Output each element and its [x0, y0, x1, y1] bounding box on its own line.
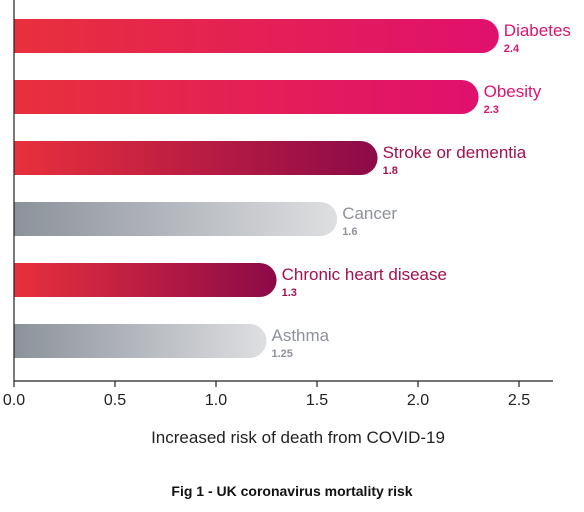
- x-axis-label: Increased risk of death from COVID-19: [151, 428, 445, 447]
- x-tick-label: 1.5: [306, 392, 328, 409]
- bar-value-obesity: 2.3: [484, 104, 499, 116]
- bar-diabetes: [14, 19, 499, 53]
- bar-label-stroke-or-dementia: Stroke or dementia: [383, 143, 527, 162]
- bar-cancer: [14, 202, 338, 236]
- bars-layer: Diabetes 2.4 Obesity 2.3 Stroke or dementia 1…: [14, 19, 571, 360]
- x-tick-label: 0.5: [104, 392, 126, 409]
- x-tick-label: 0.0: [3, 392, 25, 409]
- bar-chronic-heart-disease: [14, 263, 277, 297]
- x-tick-label: 2.5: [508, 392, 530, 409]
- bar-value-asthma: 1.25: [272, 348, 293, 360]
- bar-value-stroke-or-dementia: 1.8: [383, 165, 398, 177]
- bar-value-diabetes: 2.4: [504, 43, 520, 55]
- bar-label-chronic-heart-disease: Chronic heart disease: [282, 265, 447, 284]
- bar-asthma: [14, 324, 267, 358]
- x-tick-label: 2.0: [407, 392, 429, 409]
- x-axis: 0.0 0.5 1.0 1.5 2.0 2.5: [3, 0, 553, 409]
- bar-stroke-or-dementia: [14, 141, 378, 175]
- bar-label-asthma: Asthma: [272, 326, 330, 345]
- bar-label-diabetes: Diabetes: [504, 21, 571, 40]
- bar-label-cancer: Cancer: [342, 204, 397, 223]
- bar-chart: Diabetes 2.4 Obesity 2.3 Stroke or dementia 1…: [3, 0, 571, 447]
- bar-value-cancer: 1.6: [342, 226, 357, 238]
- bar-value-chronic-heart-disease: 1.3: [282, 287, 297, 299]
- x-tick-label: 1.0: [205, 392, 227, 409]
- bar-obesity: [14, 80, 479, 114]
- figure-caption: Fig 1 - UK coronavirus mortality risk: [171, 483, 413, 499]
- bar-label-obesity: Obesity: [484, 82, 542, 101]
